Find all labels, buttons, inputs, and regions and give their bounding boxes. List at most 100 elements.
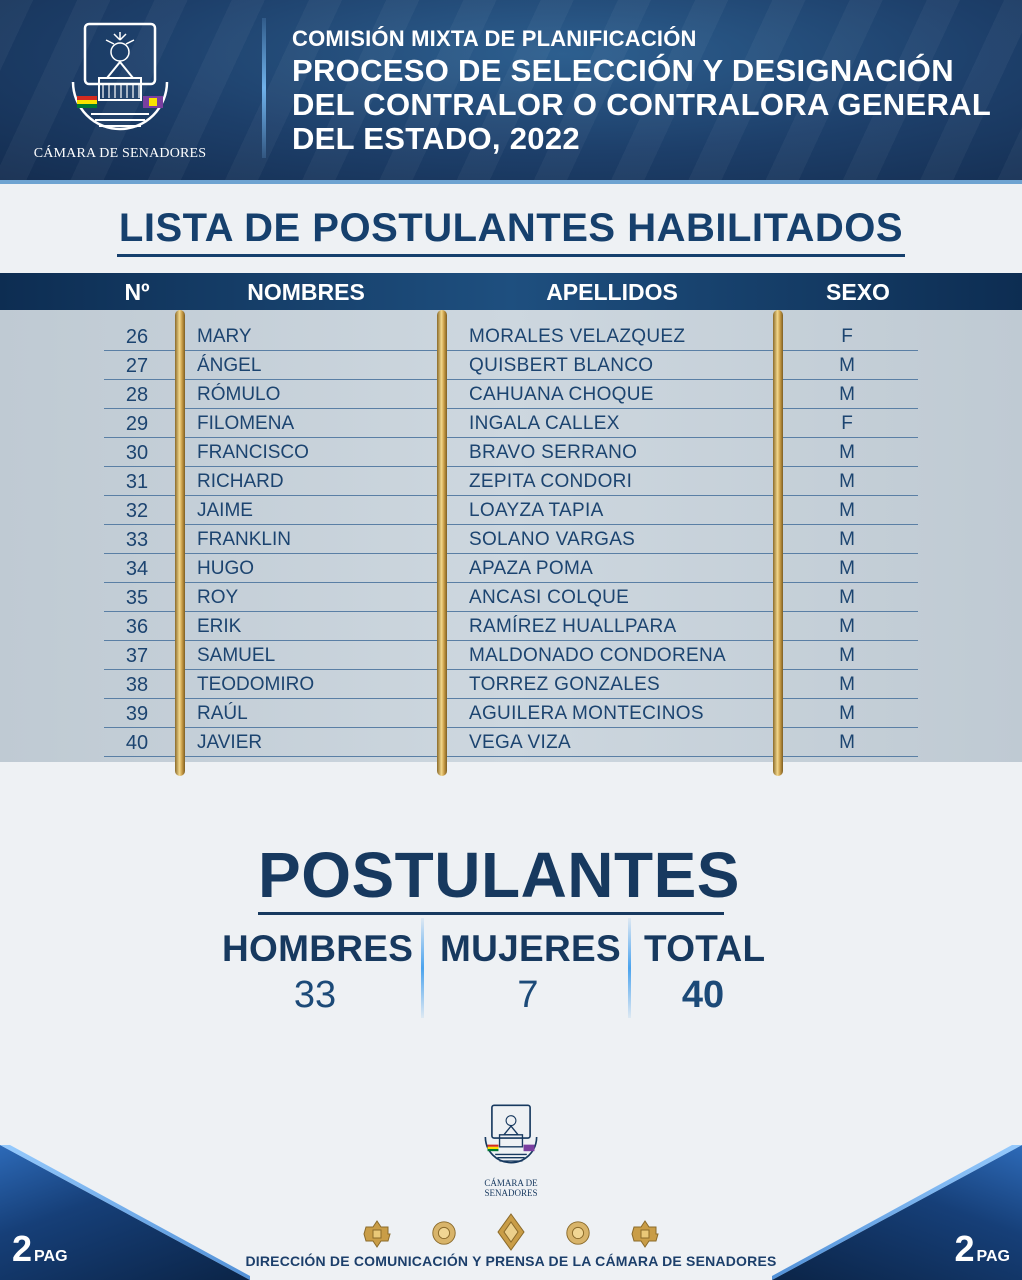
page-number: 2 bbox=[954, 1228, 975, 1269]
summary-divider bbox=[628, 918, 631, 1018]
sex-cell: M bbox=[839, 587, 855, 608]
first-name-cell: HUGO bbox=[197, 558, 254, 579]
sex-cell: M bbox=[839, 645, 855, 666]
sex-cell: M bbox=[839, 500, 855, 521]
surname-cell: MORALES VELAZQUEZ bbox=[469, 326, 686, 347]
surname-cell: TORREZ GONZALES bbox=[469, 674, 661, 695]
header-names: NOMBRES bbox=[247, 279, 365, 305]
men-stat: HOMBRES 33 bbox=[222, 928, 414, 1017]
gold-column-divider bbox=[437, 310, 447, 776]
sex-cell: M bbox=[839, 355, 855, 376]
table-row: 38 TEODOMIRO TORREZ GONZALES M bbox=[104, 670, 918, 699]
sex-cell: M bbox=[839, 471, 855, 492]
first-name-cell: ROY bbox=[197, 587, 239, 608]
row-number: 30 bbox=[125, 442, 149, 464]
senate-logo: CÁMARA DE SENADORES bbox=[25, 22, 215, 167]
surname-cell: LOAYZA TAPIA bbox=[469, 500, 604, 521]
page-number-left: 2 PAG bbox=[12, 1228, 68, 1270]
gold-ornament-icon bbox=[363, 1220, 391, 1248]
first-name-cell: JAIME bbox=[197, 500, 253, 521]
footer-text: DIRECCIÓN DE COMUNICACIÓN Y PRENSA DE LA… bbox=[245, 1253, 777, 1269]
surname-cell: INGALA CALLEX bbox=[469, 413, 620, 434]
row-number: 34 bbox=[125, 558, 149, 580]
sex-cell: M bbox=[839, 703, 855, 724]
sex-cell: F bbox=[841, 413, 853, 434]
header-banner: CÁMARA DE SENADORES COMISIÓN MIXTA DE PL… bbox=[0, 0, 1022, 184]
gold-column-divider bbox=[175, 310, 185, 776]
sex-cell: M bbox=[839, 442, 855, 463]
sex-cell: M bbox=[839, 558, 855, 579]
table-row: 40 JAVIER VEGA VIZA M bbox=[104, 728, 918, 757]
senate-emblem-icon bbox=[484, 1104, 538, 1164]
first-name-cell: ERIK bbox=[197, 616, 242, 637]
first-name-cell: SAMUEL bbox=[197, 645, 276, 666]
commission-name: COMISIÓN MIXTA DE PLANIFICACIÓN bbox=[292, 26, 697, 51]
surname-cell: SOLANO VARGAS bbox=[469, 529, 636, 550]
first-name-cell: JAVIER bbox=[197, 732, 263, 753]
logo-caption: CÁMARA DE SENADORES bbox=[33, 146, 207, 161]
table-row: 26 MARY MORALES VELAZQUEZ F bbox=[104, 322, 918, 351]
row-number: 38 bbox=[125, 674, 149, 696]
summary-divider bbox=[421, 918, 424, 1018]
table-header: Nº NOMBRES APELLIDOS SEXO bbox=[0, 273, 1022, 310]
table-row: 39 RAÚL AGUILERA MONTECINOS M bbox=[104, 699, 918, 728]
first-name-cell: FRANKLIN bbox=[197, 529, 291, 550]
gold-ornament-icon bbox=[432, 1221, 456, 1245]
footer-logo-caption: CÁMARA DE SENADORES bbox=[484, 1178, 538, 1198]
surname-cell: ANCASI COLQUE bbox=[469, 587, 630, 608]
header-surnames: APELLIDOS bbox=[546, 279, 678, 305]
table-row: 37 SAMUEL MALDONADO CONDORENA M bbox=[104, 641, 918, 670]
row-number: 33 bbox=[125, 529, 149, 551]
gold-column-divider bbox=[773, 310, 783, 776]
women-value: 7 bbox=[517, 974, 539, 1016]
process-title: PROCESO DE SELECCIÓN Y DESIGNACIÓN DEL C… bbox=[292, 53, 991, 156]
candidate-rows: 26 MARY MORALES VELAZQUEZ F 27 ÁNGEL QUISBERT… bbox=[104, 322, 918, 757]
first-name-cell: RAÚL bbox=[197, 703, 248, 724]
total-stat: TOTAL 40 bbox=[644, 928, 765, 1017]
sex-cell: M bbox=[839, 616, 855, 637]
surname-cell: RAMÍREZ HUALLPARA bbox=[469, 616, 677, 637]
surname-cell: BRAVO SERRANO bbox=[469, 442, 638, 463]
header-num: Nº bbox=[124, 279, 150, 305]
surname-cell: MALDONADO CONDORENA bbox=[469, 645, 726, 666]
table-row: 36 ERIK RAMÍREZ HUALLPARA M bbox=[104, 612, 918, 641]
table-body: 26 MARY MORALES VELAZQUEZ F 27 ÁNGEL QUISBERT… bbox=[0, 310, 1022, 762]
table-row: 27 ÁNGEL QUISBERT BLANCO M bbox=[104, 351, 918, 380]
first-name-cell: MARY bbox=[197, 326, 252, 347]
header-divider bbox=[262, 18, 266, 158]
row-number: 26 bbox=[125, 326, 149, 348]
sex-cell: M bbox=[839, 529, 855, 550]
surname-cell: APAZA POMA bbox=[469, 558, 594, 579]
row-number: 27 bbox=[125, 355, 149, 377]
row-number: 40 bbox=[125, 732, 149, 754]
first-name-cell: FILOMENA bbox=[197, 413, 295, 434]
women-label: MUJERES bbox=[440, 928, 621, 969]
surname-cell: AGUILERA MONTECINOS bbox=[469, 703, 704, 724]
total-value: 40 bbox=[681, 974, 725, 1016]
table-row: 33 FRANKLIN SOLANO VARGAS M bbox=[104, 525, 918, 554]
surname-cell: ZEPITA CONDORI bbox=[469, 471, 633, 492]
senate-emblem-icon bbox=[71, 22, 169, 131]
gold-ornament-icon bbox=[631, 1220, 659, 1248]
table-row: 34 HUGO APAZA POMA M bbox=[104, 554, 918, 583]
row-number: 32 bbox=[125, 500, 149, 522]
sex-cell: M bbox=[839, 674, 855, 695]
row-number: 39 bbox=[125, 703, 149, 725]
women-stat: MUJERES 7 bbox=[440, 928, 621, 1017]
page-number-right: 2 PAG bbox=[954, 1228, 1010, 1270]
first-name-cell: RÓMULO bbox=[197, 384, 281, 405]
header-sex: SEXO bbox=[826, 279, 890, 305]
table-row: 29 FILOMENA INGALA CALLEX F bbox=[104, 409, 918, 438]
page-suffix: PAG bbox=[976, 1248, 1010, 1265]
first-name-cell: ÁNGEL bbox=[197, 355, 262, 376]
surname-cell: VEGA VIZA bbox=[469, 732, 571, 753]
table-row: 32 JAIME LOAYZA TAPIA M bbox=[104, 496, 918, 525]
footer-logo: CÁMARA DE SENADORES bbox=[461, 1103, 561, 1198]
table-row: 30 FRANCISCO BRAVO SERRANO M bbox=[104, 438, 918, 467]
gold-ornament-icon bbox=[566, 1221, 590, 1245]
table-row: 31 RICHARD ZEPITA CONDORI M bbox=[104, 467, 918, 496]
sex-cell: F bbox=[841, 326, 853, 347]
page-number: 2 bbox=[12, 1228, 33, 1269]
men-label: HOMBRES bbox=[222, 928, 414, 969]
surname-cell: CAHUANA CHOQUE bbox=[469, 384, 654, 405]
